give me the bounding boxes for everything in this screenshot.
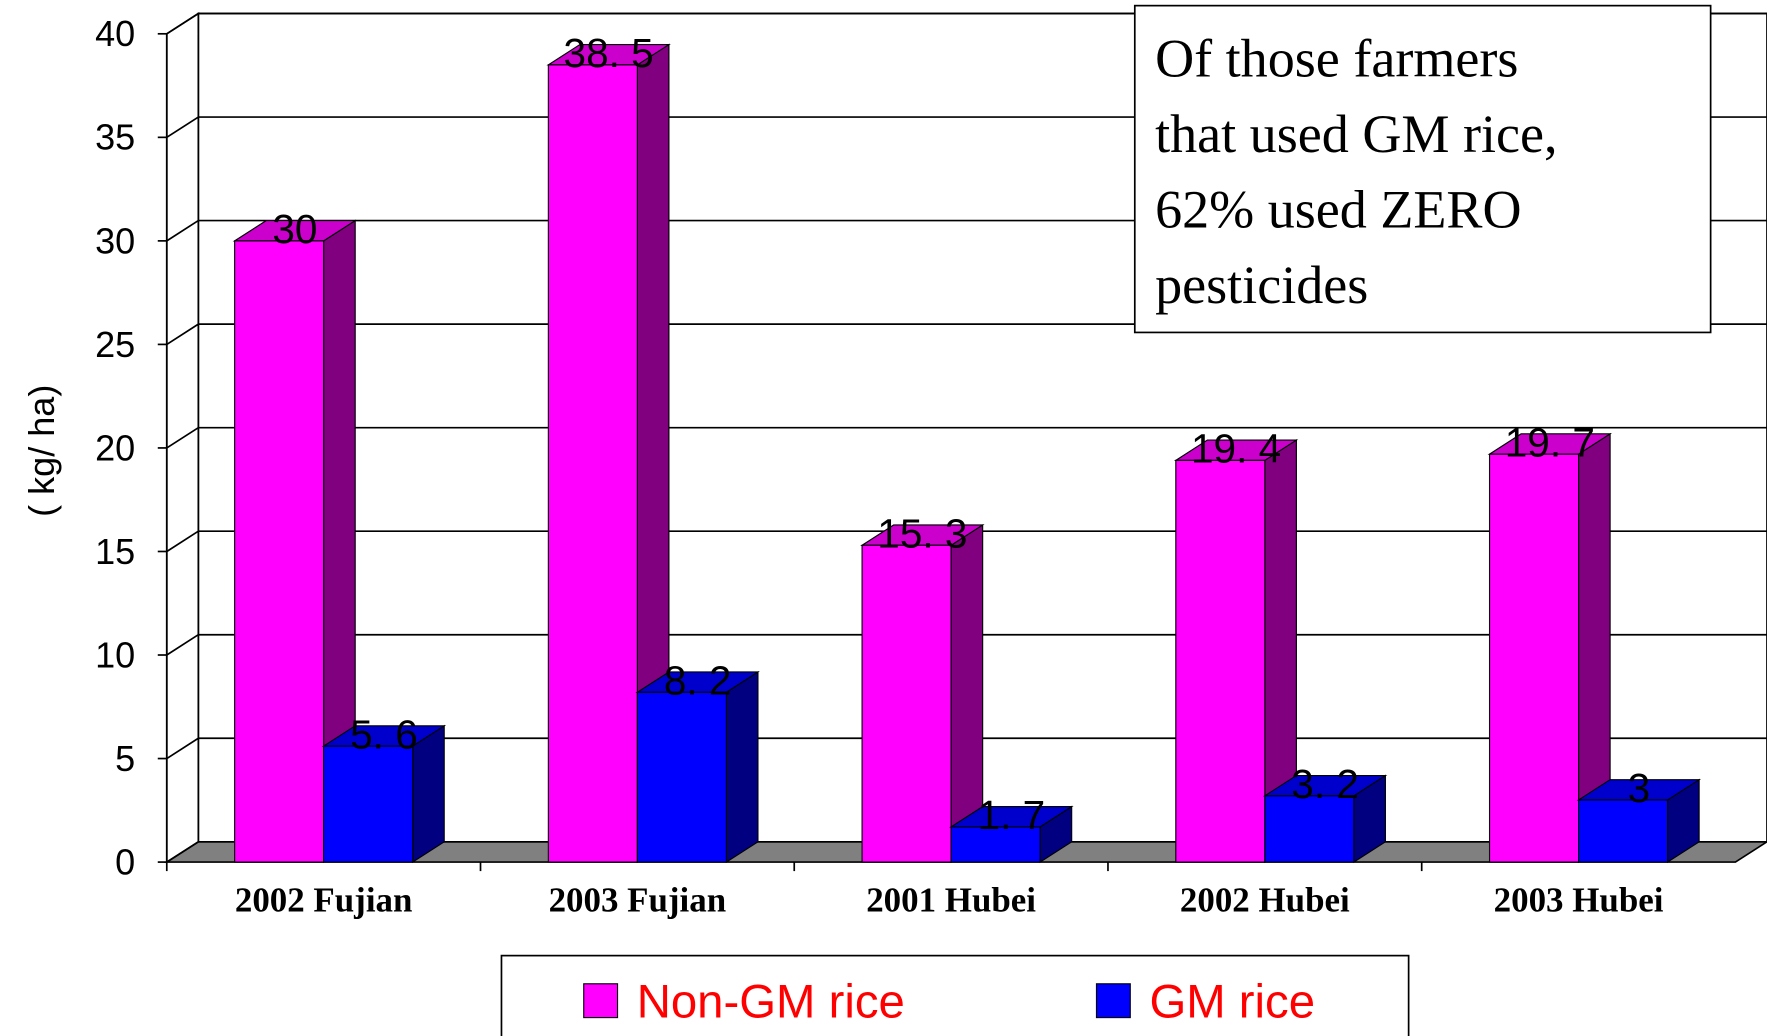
y-tick-label: 20 — [95, 427, 135, 468]
annotation: that used GM rice, — [1155, 104, 1557, 164]
bar — [635, 670, 760, 864]
data-label: 5. 6 — [350, 711, 418, 757]
y-tick-label: 0 — [115, 841, 135, 882]
y-tick-label: 25 — [95, 324, 135, 365]
y-tick-label: 15 — [95, 531, 135, 572]
bar-front — [1175, 459, 1266, 863]
legend-swatch — [1095, 983, 1131, 1019]
bar-front — [234, 240, 325, 863]
y-tick-label: 5 — [115, 738, 135, 779]
bar-front — [1577, 799, 1669, 863]
bar — [949, 805, 1074, 864]
data-label: 15. 3 — [877, 511, 967, 557]
x-tick-label: 2002 Hubei — [1180, 881, 1350, 920]
legend-label: Non-GM rice — [637, 976, 905, 1029]
annotation: Of those farmers — [1155, 29, 1518, 89]
bar-front — [1264, 795, 1355, 863]
bar-front — [861, 544, 952, 863]
y-tick-label: 40 — [95, 13, 135, 54]
annotation-box — [1133, 4, 1712, 334]
data-label: 19. 4 — [1191, 426, 1281, 472]
bar — [1173, 439, 1299, 864]
y-axis-label: ( kg/ ha) — [21, 385, 62, 517]
bar-front — [547, 64, 638, 863]
bar — [232, 219, 358, 864]
annotation: pesticides — [1155, 255, 1368, 315]
bar — [860, 523, 985, 864]
bar — [1262, 774, 1388, 864]
plot: ( kg/ ha) 0 5 10 15 20 25 30 35 40 2002 Fujian 30 5… — [21, 4, 1767, 1036]
data-label: 19. 7 — [1505, 419, 1595, 465]
x-tick-label: 2003 Hubei — [1494, 881, 1664, 920]
legend-box — [500, 954, 1410, 1036]
y-tick-label: 35 — [95, 117, 135, 158]
x-tick-label: 2001 Hubei — [866, 881, 1036, 920]
legend-label: GM rice — [1149, 976, 1315, 1029]
legend-swatch — [583, 983, 619, 1019]
data-label: 30 — [272, 206, 317, 252]
annotation: 62% used ZERO — [1155, 180, 1521, 240]
data-label: 38. 5 — [564, 30, 654, 76]
data-label: 3. 2 — [1291, 761, 1359, 807]
bar — [546, 43, 671, 864]
bar-front — [950, 826, 1041, 863]
bar — [1487, 432, 1613, 864]
bar-front — [323, 745, 414, 863]
bar-front — [1488, 453, 1580, 863]
x-tick-label: 2002 Fujian — [235, 881, 413, 920]
bar — [1576, 778, 1702, 864]
grid-line — [166, 426, 1767, 449]
data-label: 1. 7 — [978, 792, 1046, 838]
bar-front — [636, 691, 727, 863]
data-label: 3 — [1628, 765, 1651, 811]
data-label: 8. 2 — [664, 658, 732, 704]
y-tick-label: 10 — [95, 634, 135, 675]
y-tick-label: 30 — [95, 220, 135, 261]
bar — [321, 724, 447, 864]
x-tick-label: 2003 Fujian — [549, 881, 727, 920]
